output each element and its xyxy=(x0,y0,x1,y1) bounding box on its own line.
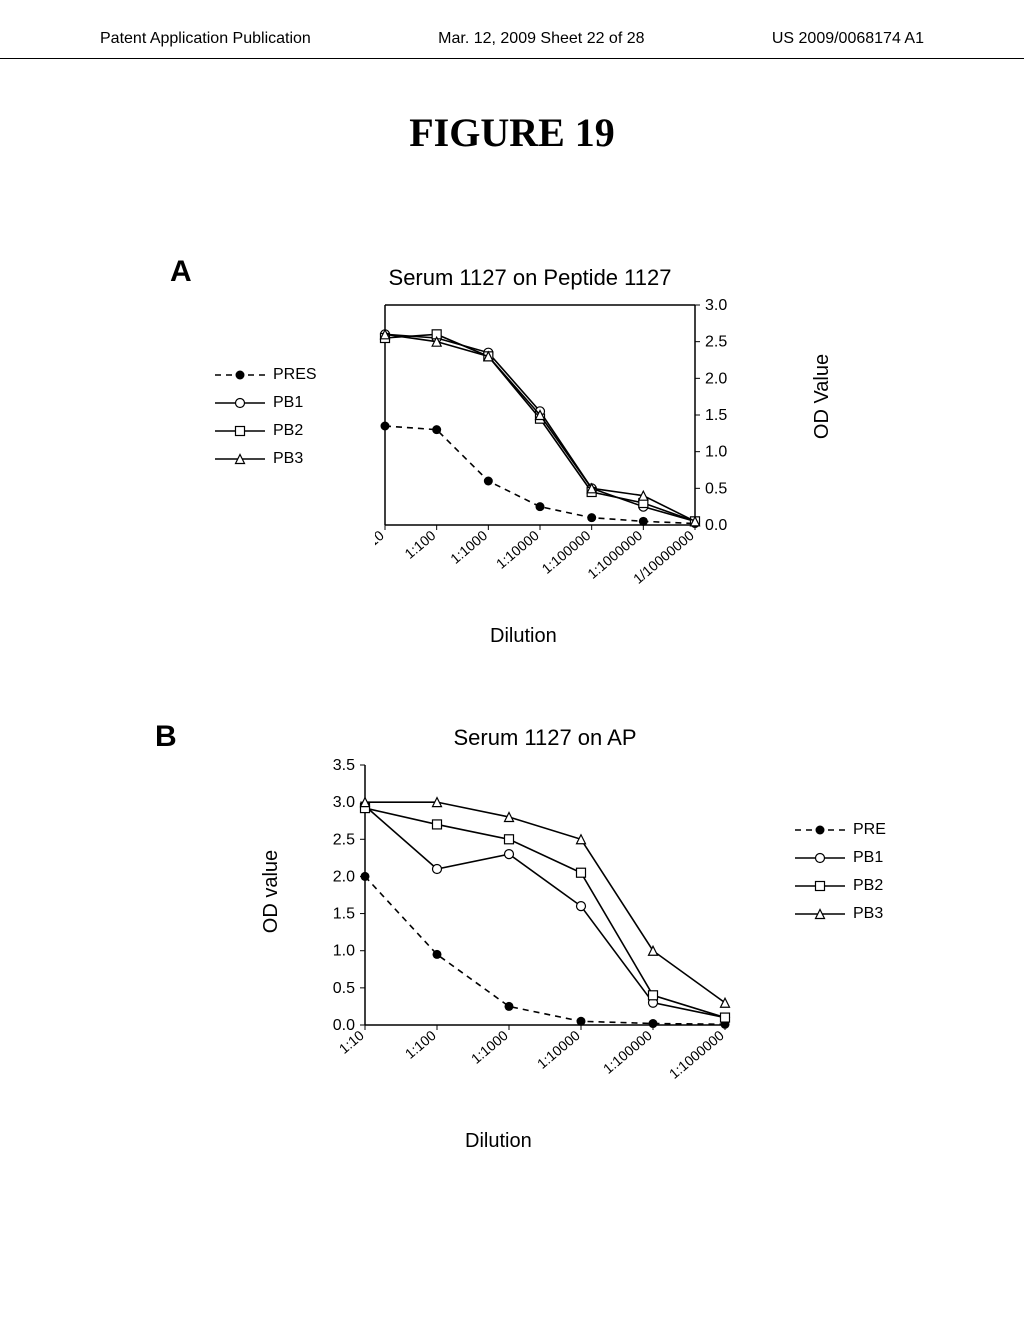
svg-text:2.5: 2.5 xyxy=(705,334,727,351)
chart-b: 0.00.51.01.52.02.53.03.51:101:1001:10001… xyxy=(315,755,785,1125)
xlabel-a: Dilution xyxy=(490,625,557,648)
header-right: US 2009/0068174 A1 xyxy=(772,30,924,48)
panel-a-label: A xyxy=(170,255,192,289)
chart-a: 0.0 0.5 1.0 1.5 2.0 2.5 3.0 1:10 1:100 1:10001:10… xyxy=(375,295,775,615)
svg-text:1:10000: 1:10000 xyxy=(493,527,542,572)
legend-item: PB2 xyxy=(215,421,317,441)
chart-b-title: Serum 1127 on AP xyxy=(365,725,725,751)
svg-text:0.5: 0.5 xyxy=(333,980,355,997)
svg-text:0.0: 0.0 xyxy=(705,517,727,534)
header-center: Mar. 12, 2009 Sheet 22 of 28 xyxy=(438,30,644,48)
legend-a: PRES PB1 PB2 PB3 xyxy=(215,365,317,477)
svg-text:0.5: 0.5 xyxy=(705,480,727,497)
svg-text:1.5: 1.5 xyxy=(705,407,727,424)
ylabel-b: OD value xyxy=(260,850,283,933)
legend-item: PB2 xyxy=(795,876,886,896)
ylabel-a: OD Value xyxy=(811,354,834,439)
svg-text:1:1000: 1:1000 xyxy=(447,527,490,567)
legend-label: PB2 xyxy=(273,422,303,440)
header-left: Patent Application Publication xyxy=(100,30,311,48)
legend-item: PRE xyxy=(795,820,886,840)
svg-text:1:100000: 1:100000 xyxy=(600,1027,655,1077)
legend-label: PB3 xyxy=(853,905,883,923)
legend-label: PRES xyxy=(273,366,317,384)
legend-label: PB1 xyxy=(273,394,303,412)
panel-b-label: B xyxy=(155,720,177,754)
svg-text:1.0: 1.0 xyxy=(333,943,355,960)
svg-text:2.0: 2.0 xyxy=(705,370,727,387)
svg-text:1:100: 1:100 xyxy=(402,1027,439,1062)
legend-item: PRES xyxy=(215,365,317,385)
svg-text:1:100: 1:100 xyxy=(401,527,438,562)
svg-text:3.0: 3.0 xyxy=(333,794,355,811)
svg-text:1.0: 1.0 xyxy=(705,444,727,461)
svg-text:3.5: 3.5 xyxy=(333,757,355,774)
legend-item: PB3 xyxy=(795,904,886,924)
svg-text:1.5: 1.5 xyxy=(333,906,355,923)
legend-label: PB1 xyxy=(853,849,883,867)
svg-text:2.5: 2.5 xyxy=(333,831,355,848)
panel-b: B Serum 1127 on AP OD value 0.00.51.01.5… xyxy=(155,720,915,1160)
svg-text:1:1000: 1:1000 xyxy=(468,1027,511,1067)
chart-a-title: Serum 1127 on Peptide 1127 xyxy=(375,265,685,291)
legend-label: PRE xyxy=(853,821,886,839)
legend-item: PB1 xyxy=(795,848,886,868)
svg-text:3.0: 3.0 xyxy=(705,297,727,314)
legend-item: PB3 xyxy=(215,449,317,469)
panel-a: A Serum 1127 on Peptide 1127 PRES PB1 PB… xyxy=(170,255,870,655)
legend-label: PB2 xyxy=(853,877,883,895)
svg-text:1:1000000: 1:1000000 xyxy=(666,1027,727,1082)
svg-text:2.0: 2.0 xyxy=(333,868,355,885)
svg-text:1:10: 1:10 xyxy=(375,527,387,557)
xlabel-b: Dilution xyxy=(465,1130,532,1153)
legend-item: PB1 xyxy=(215,393,317,413)
legend-b: PRE PB1 PB2 PB3 xyxy=(795,820,886,932)
figure-title: FIGURE 19 xyxy=(0,109,1024,156)
svg-text:1:10000: 1:10000 xyxy=(534,1027,583,1072)
legend-label: PB3 xyxy=(273,450,303,468)
page-header: Patent Application Publication Mar. 12, … xyxy=(0,0,1024,59)
